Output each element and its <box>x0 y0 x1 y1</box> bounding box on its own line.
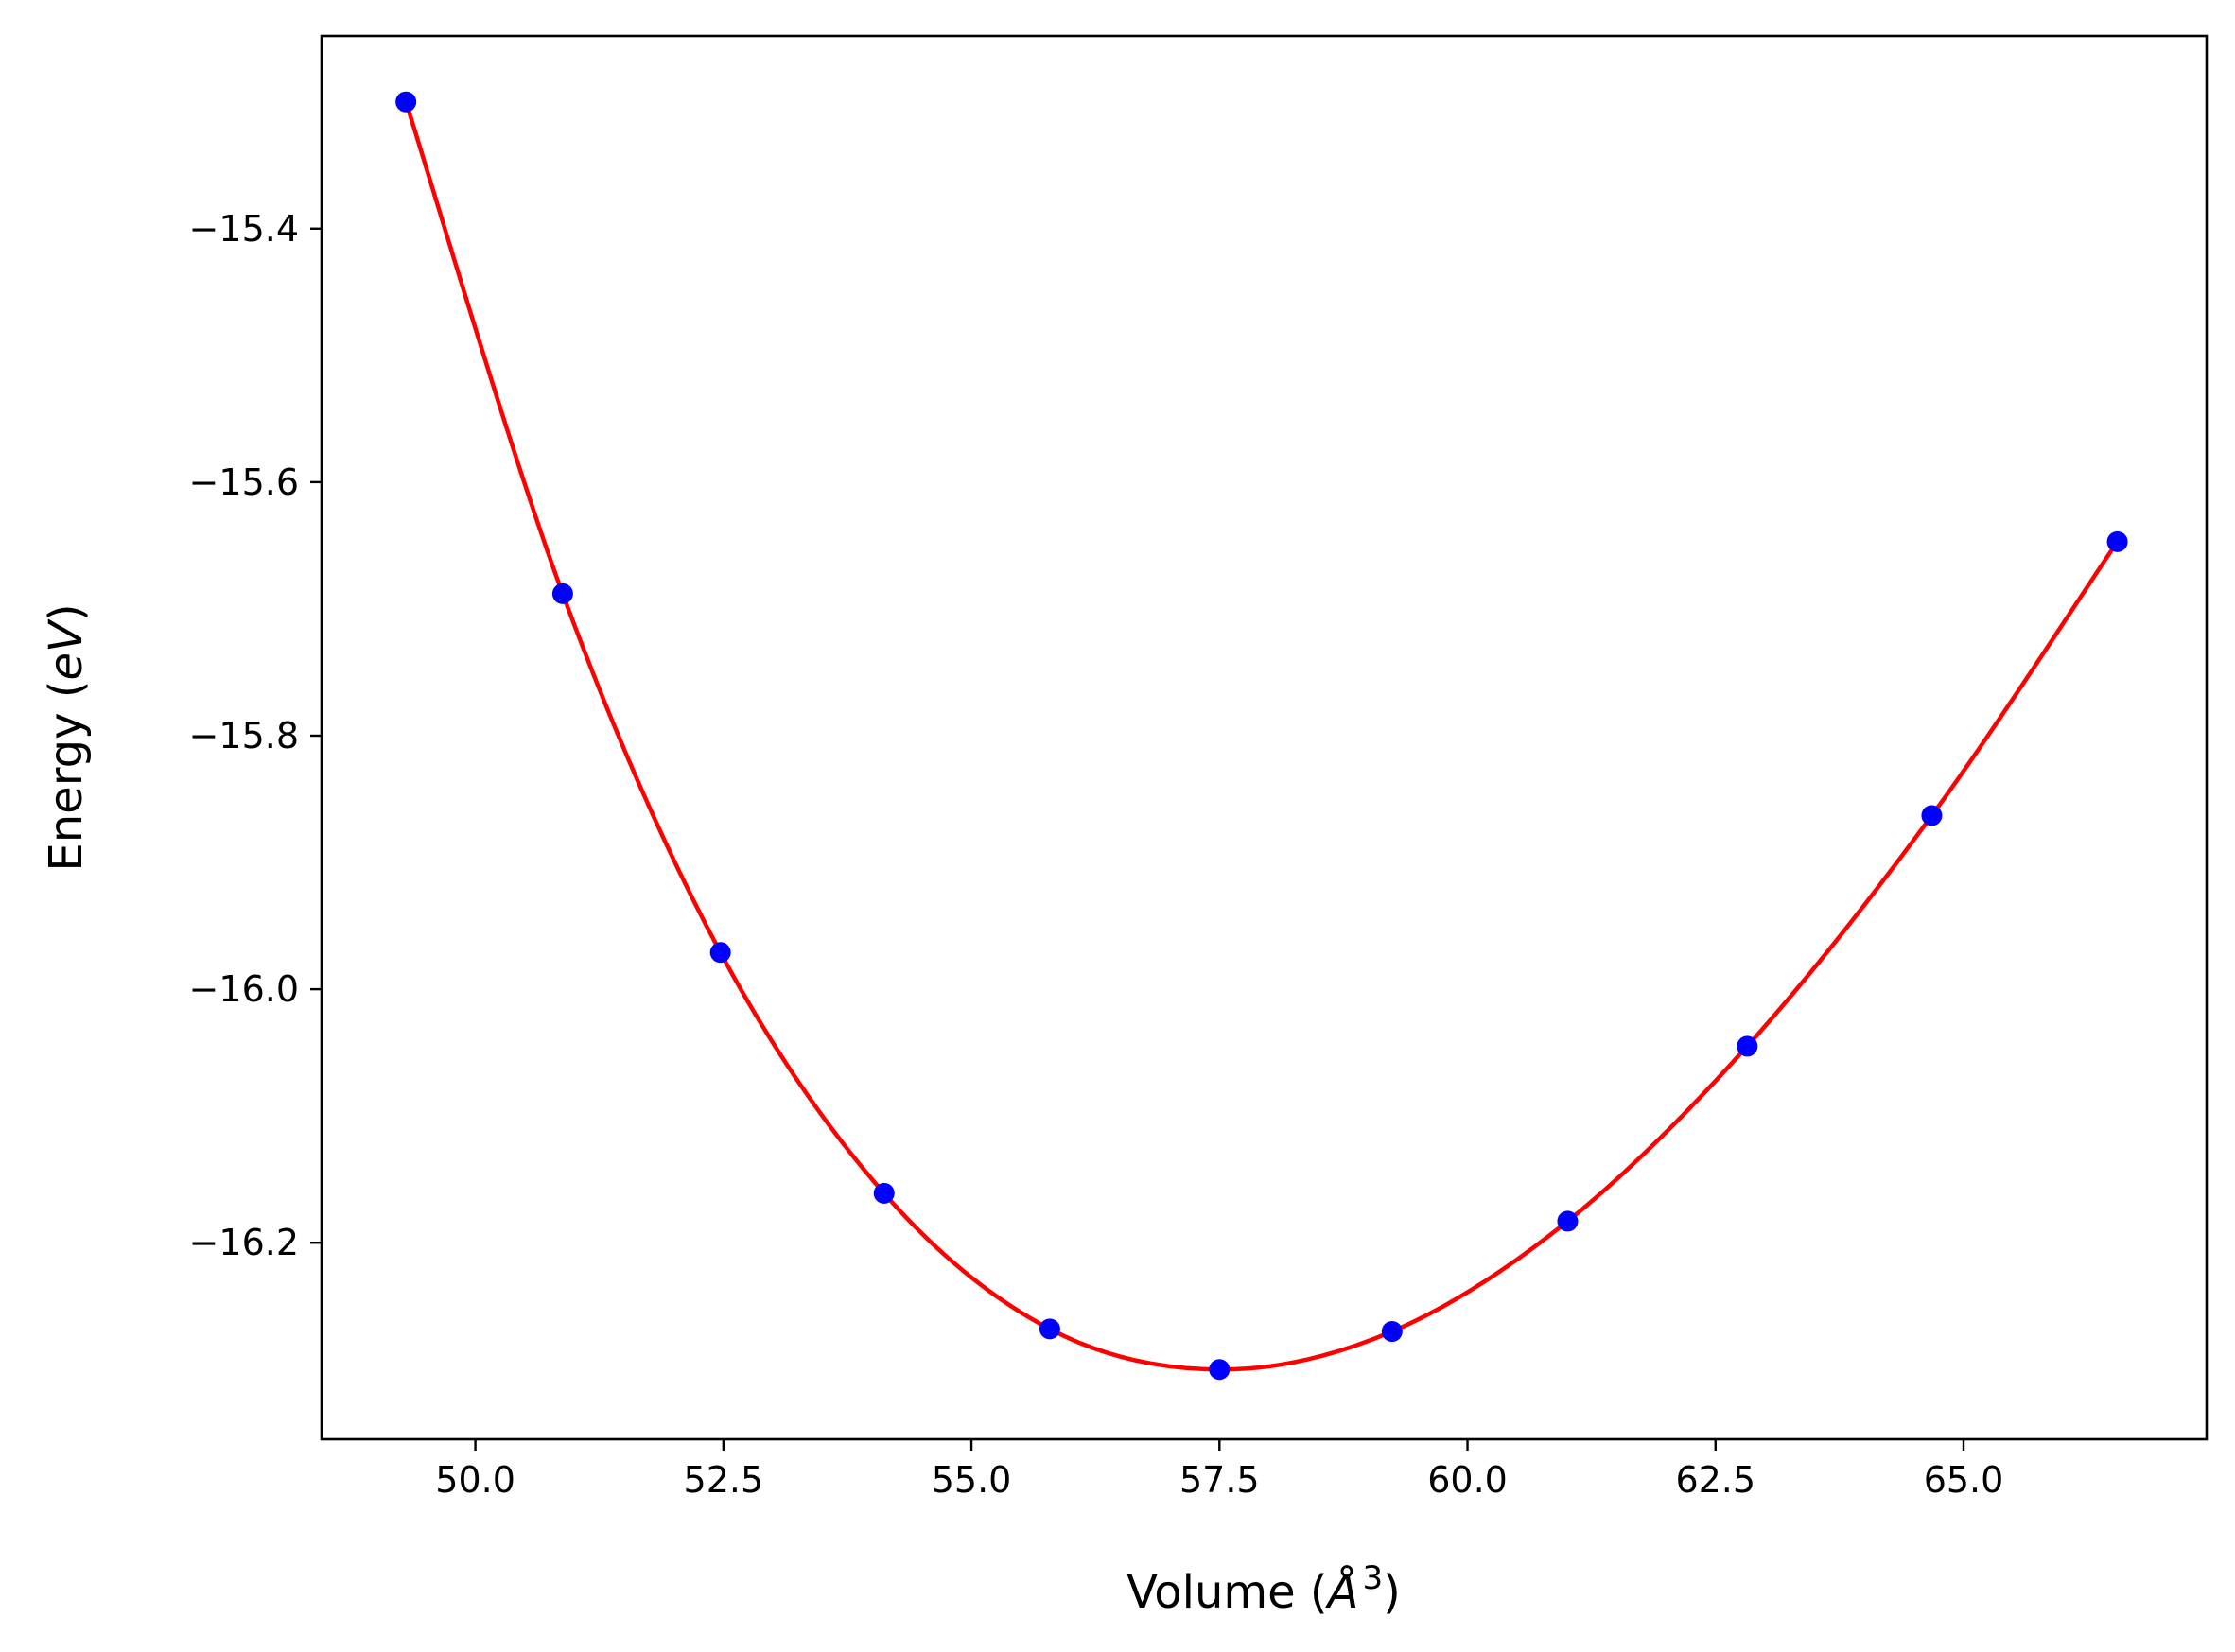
plot-frame <box>320 34 2209 1441</box>
data-point <box>1381 1321 1403 1343</box>
x-tick-label: 60.0 <box>1427 1459 1508 1501</box>
data-point <box>1039 1318 1060 1340</box>
x-axis-label-suffix: ) <box>1383 1566 1401 1619</box>
plot-area <box>322 36 2207 1439</box>
x-axis-label: Volume (Å 3) <box>1126 1559 1401 1619</box>
x-tick-label: 57.5 <box>1179 1459 1260 1501</box>
x-axis-label-unit: Å <box>1325 1565 1359 1619</box>
y-axis-label-prefix: Energy ( <box>40 681 93 872</box>
y-axis-ticks: −15.4 −15.6 −15.8 −16.0 −16.2 <box>189 208 322 1263</box>
y-tick-label: −16.0 <box>189 968 299 1010</box>
y-axis-label-unit: eV <box>40 618 93 681</box>
data-point <box>1737 1035 1758 1057</box>
x-tick-label: 65.0 <box>1924 1459 2004 1501</box>
fit-curve <box>403 99 2120 1372</box>
x-axis-label-exponent: 3 <box>1362 1559 1383 1597</box>
data-point <box>551 583 573 604</box>
x-tick-label: 52.5 <box>684 1459 764 1501</box>
y-axis-label: Energy (eV) <box>40 603 93 871</box>
x-tick-label: 62.5 <box>1675 1459 1755 1501</box>
y-tick-label: −15.6 <box>189 461 299 503</box>
data-point <box>873 1182 895 1204</box>
x-axis-label-prefix: Volume ( <box>1126 1566 1328 1619</box>
data-points-layer <box>395 91 2128 1381</box>
y-axis-label-suffix: ) <box>40 603 93 621</box>
data-point <box>1557 1210 1579 1232</box>
data-point <box>709 942 731 964</box>
x-tick-label: 55.0 <box>932 1459 1012 1501</box>
data-point <box>1921 805 1943 826</box>
data-point <box>2106 530 2128 552</box>
x-axis-ticks: 50.0 52.5 55.0 57.5 60.0 62.5 65.0 <box>435 1439 2003 1501</box>
x-tick-label: 50.0 <box>435 1459 515 1501</box>
y-tick-label: −15.8 <box>189 715 299 756</box>
data-point <box>1209 1359 1231 1381</box>
y-tick-label: −16.2 <box>189 1222 299 1263</box>
fit-curve-layer <box>403 99 2120 1372</box>
y-tick-label: −15.4 <box>189 208 299 250</box>
data-point <box>395 91 417 113</box>
